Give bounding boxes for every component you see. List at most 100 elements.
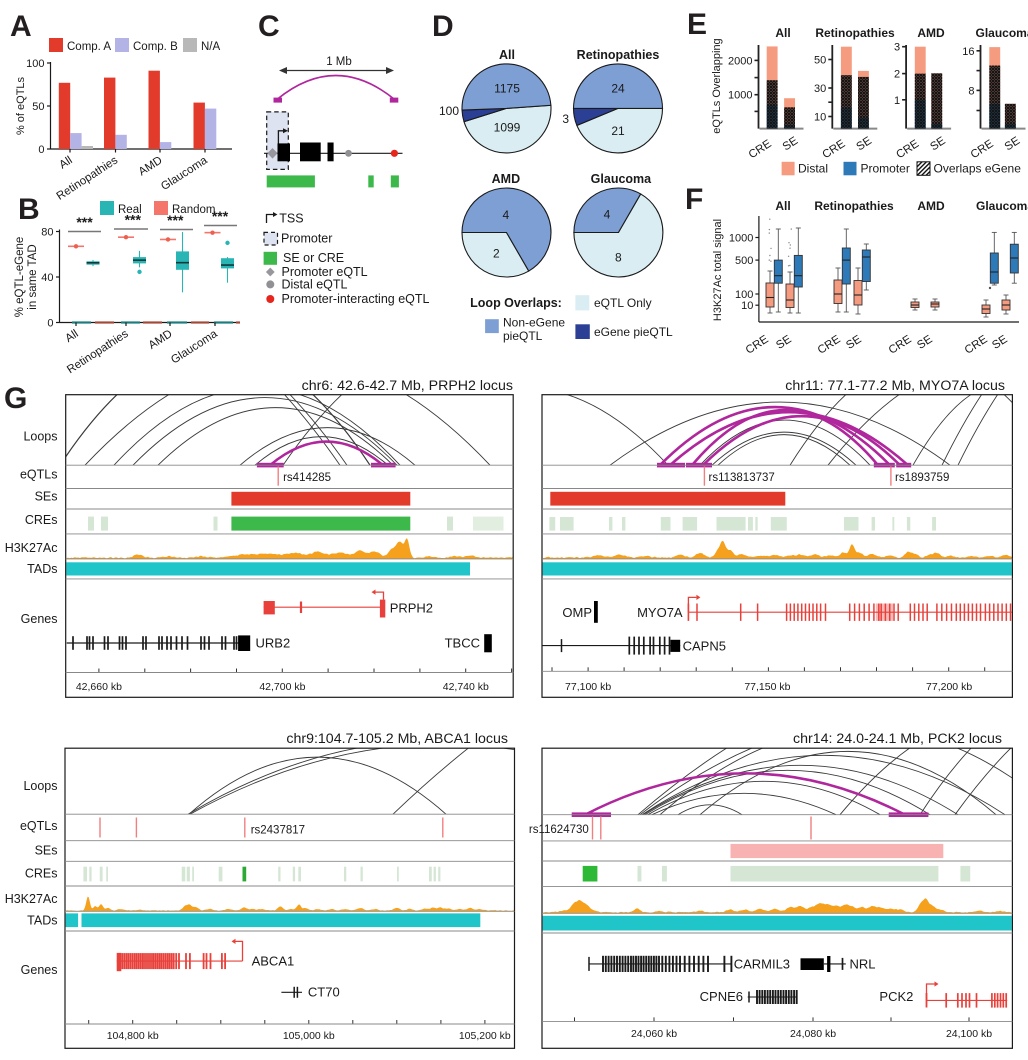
svg-text:0: 0 [47, 318, 53, 330]
svg-text:10: 10 [741, 300, 753, 312]
svg-text:AMD: AMD [492, 172, 520, 186]
svg-text:1175: 1175 [494, 82, 520, 96]
svg-text:All: All [63, 328, 80, 345]
svg-text:PCK2: PCK2 [879, 989, 913, 1004]
svg-text:eQTLs: eQTLs [20, 468, 58, 482]
svg-text:42,660 kb: 42,660 kb [76, 681, 122, 693]
svg-text:500: 500 [735, 255, 753, 267]
svg-text:1000: 1000 [728, 90, 752, 102]
svg-text:Genes: Genes [21, 612, 58, 626]
svg-text:1: 1 [894, 95, 900, 107]
svg-text:rs2437817: rs2437817 [251, 825, 305, 837]
svg-text:TADs: TADs [27, 914, 57, 928]
svg-text:Distal eQTL: Distal eQTL [282, 278, 348, 292]
svg-text:SE or CRE: SE or CRE [283, 251, 344, 265]
svg-text:Overlaps eGene: Overlaps eGene [934, 162, 1022, 176]
svg-text:24: 24 [611, 82, 625, 96]
svg-text:1000: 1000 [729, 233, 753, 245]
svg-text:Non-eGene: Non-eGene [503, 316, 565, 330]
svg-text:8: 8 [615, 250, 622, 264]
svg-text:80: 80 [41, 227, 53, 239]
svg-text:16: 16 [962, 46, 974, 58]
svg-text:C: C [258, 10, 280, 43]
svg-text:AMD: AMD [917, 199, 945, 213]
svg-text:G: G [4, 382, 27, 415]
svg-text:All: All [775, 26, 790, 40]
svg-text:H3K27Ac total signal: H3K27Ac total signal [712, 219, 724, 321]
svg-text:100: 100 [439, 104, 459, 118]
svg-text:Retinopathies: Retinopathies [577, 48, 660, 62]
svg-text:1099: 1099 [494, 121, 521, 135]
svg-text:Random: Random [172, 204, 215, 216]
svg-text:Comp. A: Comp. A [67, 41, 111, 53]
svg-text:Promoter: Promoter [281, 231, 332, 245]
svg-text:All: All [57, 154, 74, 171]
svg-text:% of eQTLs: % of eQTLs [15, 76, 27, 135]
svg-text:8: 8 [968, 85, 974, 97]
svg-text:24,100 kb: 24,100 kb [946, 1028, 992, 1040]
svg-text:3: 3 [894, 42, 900, 54]
svg-text:rs1893759: rs1893759 [895, 472, 949, 484]
svg-text:Loops: Loops [23, 430, 57, 444]
svg-text:Glaucoma: Glaucoma [976, 199, 1028, 213]
svg-text:24,060 kb: 24,060 kb [631, 1028, 677, 1040]
svg-text:eQTL Only: eQTL Only [594, 296, 652, 310]
svg-text:NRL: NRL [850, 957, 876, 972]
svg-text:eGene pieQTL: eGene pieQTL [594, 325, 673, 339]
svg-text:42,740 kb: 42,740 kb [443, 681, 489, 693]
svg-text:chr9:104.7-105.2 Mb, ABCA1 loc: chr9:104.7-105.2 Mb, ABCA1 locus [286, 731, 508, 747]
svg-text:OMP: OMP [562, 605, 592, 620]
svg-text:E: E [687, 8, 707, 41]
svg-text:1 Mb: 1 Mb [326, 56, 352, 68]
svg-text:PRPH2: PRPH2 [390, 601, 433, 616]
svg-text:50: 50 [32, 101, 44, 113]
svg-text:CAPN5: CAPN5 [683, 639, 726, 654]
svg-text:Loop Overlaps:: Loop Overlaps: [470, 296, 562, 310]
svg-text:TADs: TADs [27, 562, 57, 576]
svg-text:Genes: Genes [21, 963, 58, 977]
svg-text:rs11624730: rs11624730 [529, 824, 589, 836]
svg-text:***: *** [76, 214, 93, 230]
svg-text:D: D [432, 10, 454, 43]
svg-text:SEs: SEs [35, 490, 58, 504]
svg-text:21: 21 [611, 124, 625, 138]
svg-text:***: *** [167, 212, 184, 228]
svg-text:H3K27Ac: H3K27Ac [5, 892, 58, 906]
svg-text:in same TAD: in same TAD [27, 244, 39, 309]
svg-text:50: 50 [814, 55, 826, 67]
svg-text:Promoter: Promoter [861, 162, 910, 176]
svg-text:30: 30 [814, 83, 826, 95]
svg-text:chr11: 77.1-77.2 Mb, MYO7A loc: chr11: 77.1-77.2 Mb, MYO7A locus [785, 378, 1005, 394]
svg-text:ABCA1: ABCA1 [252, 954, 295, 969]
svg-text:CPNE6: CPNE6 [700, 989, 743, 1004]
svg-text:Distal: Distal [798, 162, 828, 176]
svg-text:2: 2 [894, 69, 900, 81]
svg-text:10: 10 [814, 112, 826, 124]
svg-text:chr14: 24.0-24.1 Mb, PCK2 locu: chr14: 24.0-24.1 Mb, PCK2 locus [793, 731, 1002, 747]
svg-text:42,700 kb: 42,700 kb [259, 681, 305, 693]
svg-text:All: All [499, 48, 515, 62]
svg-text:All: All [775, 199, 790, 213]
svg-text:105,200 kb: 105,200 kb [459, 1030, 511, 1042]
svg-text:eQTLs: eQTLs [20, 819, 58, 833]
svg-text:Glaucoma: Glaucoma [591, 172, 652, 186]
svg-text:pieQTL: pieQTL [503, 329, 543, 343]
svg-text:N/A: N/A [201, 41, 221, 53]
svg-text:Real: Real [118, 204, 142, 216]
svg-text:TBCC: TBCC [445, 636, 480, 651]
svg-text:2: 2 [493, 247, 500, 261]
svg-text:eQTLs Overlapping: eQTLs Overlapping [711, 38, 723, 133]
svg-text:F: F [685, 183, 703, 216]
svg-text:77,100 kb: 77,100 kb [565, 681, 611, 693]
svg-text:105,000 kb: 105,000 kb [283, 1030, 335, 1042]
svg-text:100: 100 [735, 289, 753, 301]
svg-text:CREs: CREs [25, 513, 58, 527]
svg-text:77,150 kb: 77,150 kb [744, 681, 790, 693]
svg-text:H3K27Ac: H3K27Ac [5, 541, 58, 555]
svg-text:Glaucoma: Glaucoma [975, 26, 1028, 40]
svg-text:104,800 kb: 104,800 kb [107, 1030, 159, 1042]
svg-text:Retinopathies: Retinopathies [814, 199, 894, 213]
svg-text:% eQTL-eGene: % eQTL-eGene [14, 237, 26, 318]
svg-text:100: 100 [26, 58, 44, 70]
svg-text:A: A [10, 10, 32, 43]
